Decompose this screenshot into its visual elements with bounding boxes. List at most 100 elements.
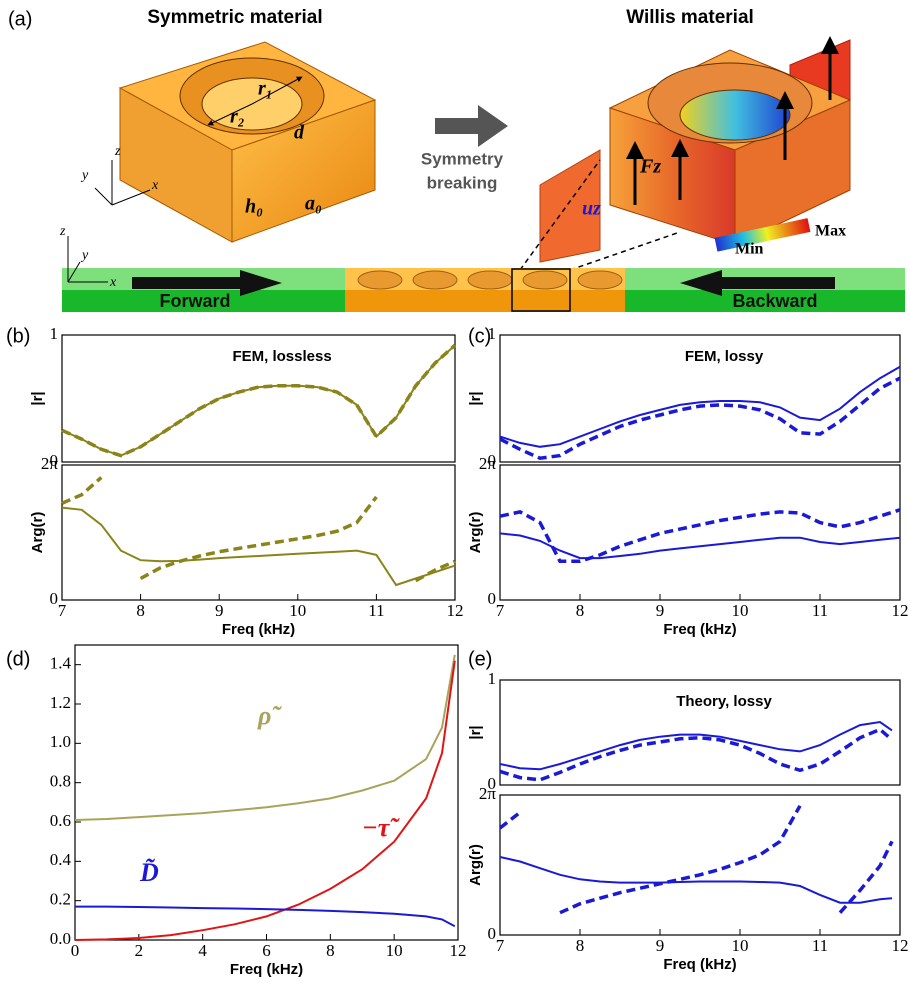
panel-label: (b) [6, 325, 30, 347]
displacement-label: uz [582, 198, 601, 220]
x-tick-label: 11 [812, 601, 828, 620]
x-axis-label: Freq (kHz) [222, 621, 295, 638]
curve [62, 478, 455, 581]
y-tick-label: 1.2 [50, 693, 71, 712]
x-tick-label: 9 [656, 601, 665, 620]
plot-frame [500, 795, 900, 935]
x-tick-label: 8 [576, 936, 585, 955]
y-tick-label: 1.0 [50, 732, 71, 751]
x-tick-label: 8 [326, 941, 335, 960]
x-tick-label: 9 [215, 601, 224, 620]
diagram-title: Symmetric material [147, 7, 322, 28]
y-tick-label: 0 [50, 589, 59, 608]
plot-frame [62, 465, 455, 600]
axis-name: y [80, 168, 89, 183]
colorbar-label: Min [735, 241, 764, 258]
x-tick-label: 4 [198, 941, 207, 960]
diagram-title: Willis material [626, 7, 754, 28]
y-tick-label: 2π [479, 454, 497, 473]
colorbar-label: Max [815, 223, 846, 240]
curve-label: ρ̃ [257, 701, 282, 730]
curve-label: −τ̃ [362, 813, 400, 842]
curve [75, 655, 455, 820]
y-tick-label: 1 [488, 324, 497, 343]
x-tick-label: 0 [71, 941, 80, 960]
axis-name: z [114, 144, 121, 159]
y-tick-label: 0.4 [50, 850, 72, 869]
arrow-text: breaking [427, 173, 498, 192]
panel-label: (d) [6, 648, 30, 670]
axis-name: x [151, 178, 159, 193]
x-tick-label: 8 [136, 601, 145, 620]
y-tick-label: 0.6 [50, 811, 71, 830]
axis-name: x [109, 275, 117, 290]
y-axis-label: Arg(r) [467, 512, 484, 554]
x-tick-label: 8 [576, 601, 585, 620]
x-tick-label: 11 [368, 601, 384, 620]
x-tick-label: 2 [135, 941, 144, 960]
chart-title: Theory, lossy [676, 693, 772, 710]
curve [500, 510, 900, 562]
y-tick-label: 2π [479, 784, 497, 803]
dimension-label: h₀ [245, 196, 263, 218]
panel-label: (a) [8, 8, 32, 30]
x-tick-label: 7 [58, 601, 67, 620]
y-axis-label: Arg(r) [467, 844, 484, 886]
y-tick-label: 1 [488, 669, 497, 688]
x-tick-label: 7 [496, 936, 505, 955]
dimension-label: a₀ [305, 193, 322, 215]
curve [500, 857, 892, 903]
axis-name: z [59, 224, 66, 239]
x-tick-label: 10 [386, 941, 403, 960]
curve [500, 722, 892, 769]
axis-name: y [80, 248, 89, 263]
plot-frame [75, 645, 458, 940]
y-tick-label: 0.8 [50, 772, 71, 791]
x-tick-label: 12 [892, 936, 909, 955]
dimension-label: d [294, 122, 305, 144]
arrow [435, 105, 508, 147]
curve [500, 806, 892, 913]
y-axis-label: Arg(r) [29, 512, 46, 554]
y-tick-label: 0 [488, 924, 497, 943]
y-tick-label: 1.4 [50, 654, 72, 673]
curve-label: D̃ [139, 858, 159, 887]
curve [62, 508, 455, 585]
x-tick-label: 12 [450, 941, 467, 960]
direction-label: Forward [159, 291, 230, 311]
x-tick-label: 12 [892, 601, 909, 620]
y-axis-label: |r| [29, 391, 46, 405]
curve [500, 533, 900, 558]
x-axis-label: Freq (kHz) [663, 956, 736, 973]
chart-title: FEM, lossy [685, 348, 764, 365]
direction-label: Backward [732, 291, 817, 311]
y-tick-label: 0.0 [50, 929, 71, 948]
x-tick-label: 9 [656, 936, 665, 955]
curve [500, 378, 900, 458]
y-tick-label: 2π [41, 454, 59, 473]
y-tick-label: 1 [50, 324, 59, 343]
x-tick-label: 6 [262, 941, 271, 960]
curve [500, 729, 892, 779]
y-tick-label: 0.2 [50, 890, 71, 909]
x-axis-label: Freq (kHz) [230, 961, 303, 978]
willis-block [540, 40, 850, 262]
arrow-text: Symmetry [421, 149, 504, 168]
y-tick-label: 0 [488, 589, 497, 608]
x-tick-label: 12 [447, 601, 464, 620]
figure: (a) (b) (c) (d) (e) Symmetric material W… [0, 0, 910, 983]
x-tick-label: 10 [289, 601, 306, 620]
x-tick-label: 11 [812, 936, 828, 955]
dimension-label: r₁ [258, 78, 273, 100]
dimension-label: r₂ [230, 106, 245, 128]
x-tick-label: 10 [732, 601, 749, 620]
chart-title: FEM, lossless [232, 348, 331, 365]
x-axis-label: Freq (kHz) [663, 621, 736, 638]
y-axis-label: |r| [467, 725, 484, 739]
plot-frame [500, 465, 900, 600]
y-axis-label: |r| [467, 391, 484, 405]
x-tick-label: 7 [496, 601, 505, 620]
force-label: Fz [639, 156, 661, 178]
panel-label: (e) [468, 648, 492, 670]
x-tick-label: 10 [732, 936, 749, 955]
